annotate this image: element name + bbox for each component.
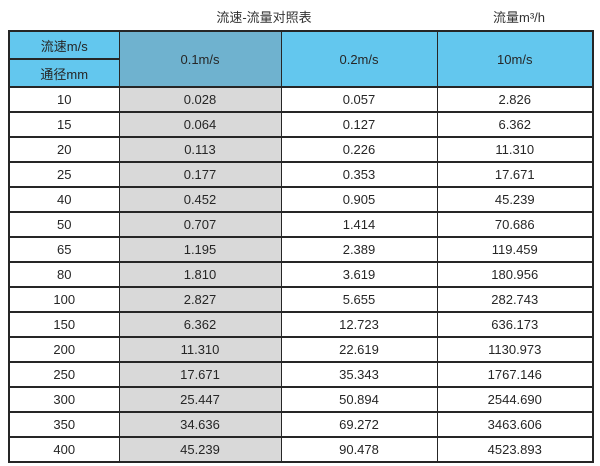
flow-value-cell: 1.810: [118, 261, 282, 288]
diameter-cell: 65: [8, 236, 120, 263]
flow-value-cell: 0.064: [118, 111, 282, 138]
diameter-cell: 300: [8, 386, 120, 413]
header-velocity-0-1ms: 0.1m/s: [118, 30, 282, 88]
flow-value-cell: 90.478: [280, 436, 438, 463]
flow-value-cell: 11.310: [118, 336, 282, 363]
flow-value-cell: 119.459: [436, 236, 594, 263]
table-row: 100 2.827 5.655 282.743: [8, 286, 594, 313]
flow-unit-label: 流量m³/h: [492, 10, 546, 25]
header-velocity-10ms: 10m/s: [436, 30, 594, 88]
table-row: 80 1.810 3.619 180.956: [8, 261, 594, 288]
diameter-cell: 20: [8, 136, 120, 163]
header-velocity-0-2ms: 0.2m/s: [280, 30, 438, 88]
table-row: 65 1.195 2.389 119.459: [8, 236, 594, 263]
flow-value-cell: 25.447: [118, 386, 282, 413]
flow-value-cell: 0.226: [280, 136, 438, 163]
page-title: 流速-流量对照表: [216, 10, 312, 25]
flow-value-cell: 1130.973: [436, 336, 594, 363]
table-row: 15 0.064 0.127 6.362: [8, 111, 594, 138]
diameter-cell: 250: [8, 361, 120, 388]
flow-value-cell: 11.310: [436, 136, 594, 163]
diameter-cell: 80: [8, 261, 120, 288]
table-row: 25 0.177 0.353 17.671: [8, 161, 594, 188]
flow-value-cell: 6.362: [118, 311, 282, 338]
diameter-cell: 25: [8, 161, 120, 188]
flow-value-cell: 17.671: [436, 161, 594, 188]
flow-value-cell: 0.353: [280, 161, 438, 188]
flow-value-cell: 50.894: [280, 386, 438, 413]
flow-value-cell: 34.636: [118, 411, 282, 438]
flow-value-cell: 2.389: [280, 236, 438, 263]
flow-value-cell: 3.619: [280, 261, 438, 288]
table-header: 流速m/s 0.1m/s 0.2m/s 10m/s 通径mm: [8, 30, 594, 88]
flow-value-cell: 69.272: [280, 411, 438, 438]
diameter-cell: 50: [8, 211, 120, 238]
flow-value-cell: 3463.606: [436, 411, 594, 438]
flow-value-cell: 22.619: [280, 336, 438, 363]
header-velocity-label: 流速m/s: [8, 30, 120, 60]
flow-value-cell: 12.723: [280, 311, 438, 338]
flow-value-cell: 0.057: [280, 86, 438, 113]
flow-value-cell: 0.113: [118, 136, 282, 163]
flow-value-cell: 45.239: [436, 186, 594, 213]
table-row: 10 0.028 0.057 2.826: [8, 86, 594, 113]
flow-value-cell: 70.686: [436, 211, 594, 238]
table-row: 40 0.452 0.905 45.239: [8, 186, 594, 213]
diameter-cell: 400: [8, 436, 120, 463]
table-row: 50 0.707 1.414 70.686: [8, 211, 594, 238]
flow-value-cell: 1.414: [280, 211, 438, 238]
diameter-cell: 350: [8, 411, 120, 438]
flow-value-cell: 1767.146: [436, 361, 594, 388]
table-row: 250 17.671 35.343 1767.146: [8, 361, 594, 388]
flow-value-cell: 0.707: [118, 211, 282, 238]
table-row: 150 6.362 12.723 636.173: [8, 311, 594, 338]
flow-value-cell: 282.743: [436, 286, 594, 313]
table-row: 300 25.447 50.894 2544.690: [8, 386, 594, 413]
flow-value-cell: 4523.893: [436, 436, 594, 463]
header-diameter-label: 通径mm: [8, 58, 120, 88]
flow-value-cell: 0.905: [280, 186, 438, 213]
table-row: 20 0.113 0.226 11.310: [8, 136, 594, 163]
flow-value-cell: 5.655: [280, 286, 438, 313]
table-body: 10 0.028 0.057 2.826 15 0.064 0.127 6.362 20 0.11…: [8, 86, 594, 463]
flow-value-cell: 1.195: [118, 236, 282, 263]
flow-value-cell: 0.127: [280, 111, 438, 138]
diameter-cell: 10: [8, 86, 120, 113]
flow-value-cell: 2.827: [118, 286, 282, 313]
flow-value-cell: 180.956: [436, 261, 594, 288]
flow-value-cell: 2.826: [436, 86, 594, 113]
table-row: 200 11.310 22.619 1130.973: [8, 336, 594, 363]
title-bar: 流速-流量对照表 流量m³/h: [0, 0, 600, 30]
diameter-cell: 15: [8, 111, 120, 138]
table-row: 350 34.636 69.272 3463.606: [8, 411, 594, 438]
flow-value-cell: 17.671: [118, 361, 282, 388]
flow-value-cell: 0.177: [118, 161, 282, 188]
flow-value-cell: 45.239: [118, 436, 282, 463]
diameter-cell: 100: [8, 286, 120, 313]
diameter-cell: 200: [8, 336, 120, 363]
diameter-cell: 40: [8, 186, 120, 213]
flow-value-cell: 0.028: [118, 86, 282, 113]
flow-conversion-table: 流速m/s 0.1m/s 0.2m/s 10m/s 通径mm 10 0.028 0.…: [8, 30, 594, 463]
flow-value-cell: 6.362: [436, 111, 594, 138]
flow-value-cell: 0.452: [118, 186, 282, 213]
flow-value-cell: 2544.690: [436, 386, 594, 413]
flow-value-cell: 636.173: [436, 311, 594, 338]
flow-value-cell: 35.343: [280, 361, 438, 388]
table-row: 400 45.239 90.478 4523.893: [8, 436, 594, 463]
diameter-cell: 150: [8, 311, 120, 338]
